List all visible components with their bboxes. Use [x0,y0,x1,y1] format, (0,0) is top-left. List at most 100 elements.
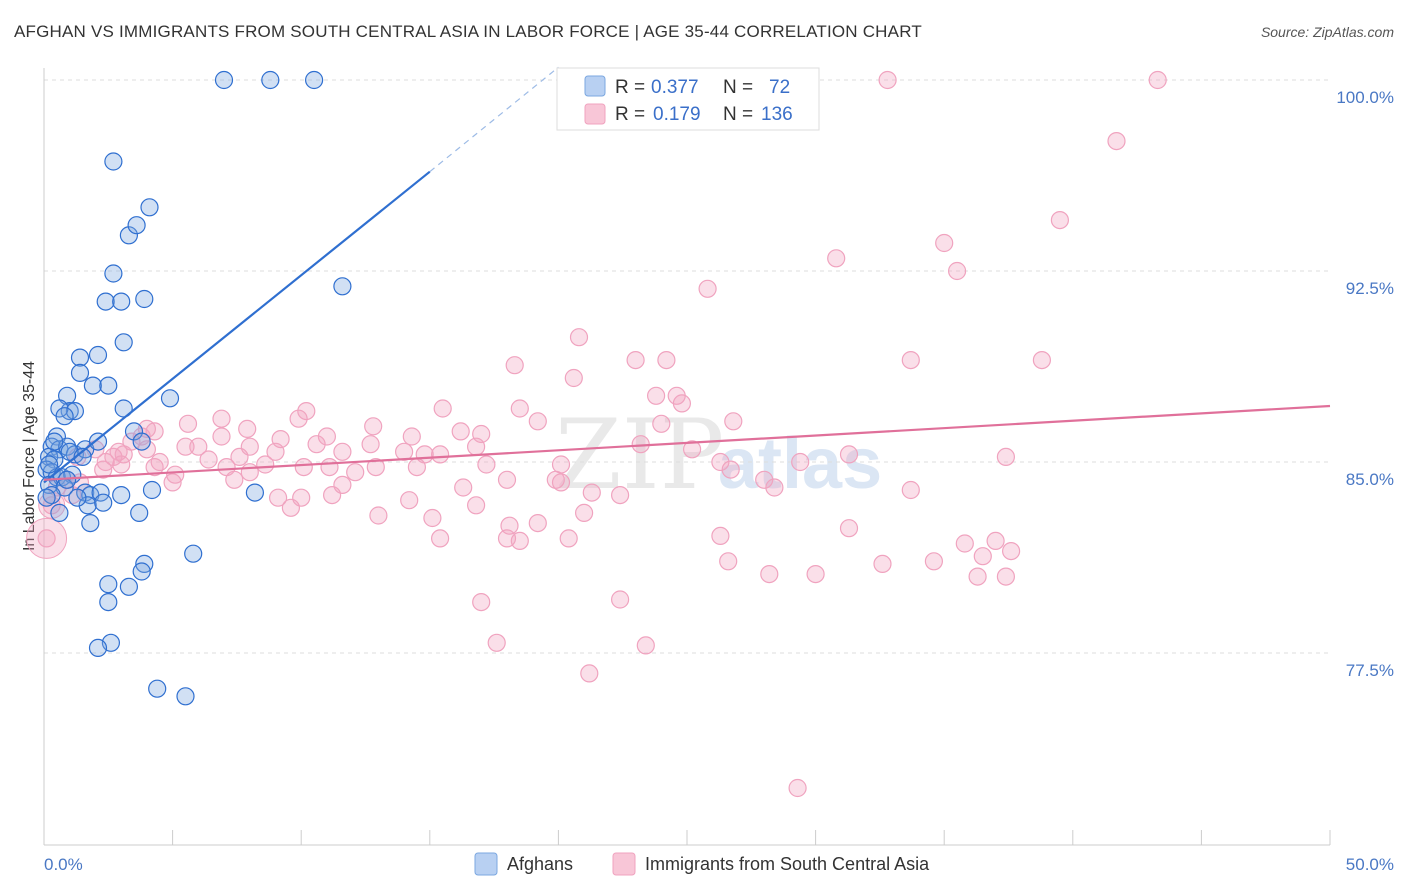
afghans-points [37,70,352,706]
data-point [145,458,164,477]
data-point [37,529,56,548]
x-tick-label-max: 50.0% [1346,855,1394,874]
data-point [1107,132,1126,151]
data-point [827,249,846,268]
data-point [45,432,64,451]
y-tick-label: 100.0% [1336,88,1394,107]
data-point [839,519,859,538]
data-point [333,442,352,461]
legend-n-label-1: N = [723,77,753,98]
data-point [431,445,450,464]
data-point [935,233,954,253]
data-point [487,633,506,652]
immigrants-trend-line [43,404,1331,481]
data-point [1050,211,1070,230]
data-point [148,679,167,698]
data-point [839,445,859,464]
data-point [37,460,56,479]
data-point [760,564,779,584]
data-point [176,437,195,456]
data-point [189,437,208,456]
trend-lines [43,66,1331,484]
data-point [1032,351,1052,370]
data-point [160,389,180,408]
data-point [652,414,671,433]
data-point [127,216,146,235]
legend-n-value-1: 72 [769,77,790,98]
immigrants-points [26,70,1167,798]
data-point [878,70,897,90]
data-point [626,351,645,370]
chart-title: AFGHAN VS IMMIGRANTS FROM SOUTH CENTRAL … [14,22,922,41]
data-point [212,409,231,428]
data-point [230,447,249,466]
data-point [178,414,198,433]
y-tick-label: 77.5% [1346,661,1394,680]
data-point [551,455,571,474]
data-point [99,376,118,395]
data-point [199,450,218,469]
y-tick-label: 85.0% [1346,470,1394,489]
data-point [112,292,131,311]
data-point [546,470,565,489]
data-point [297,402,316,421]
data-point [369,506,388,525]
data-point [472,592,491,612]
data-point [672,394,692,413]
bottom-legend-swatch-immigrants [612,852,636,876]
data-point [755,470,774,489]
data-point [364,417,383,436]
data-point [135,289,154,309]
data-point [724,412,743,431]
data-point [711,452,730,472]
data-point [433,399,452,418]
data-point [83,376,103,395]
data-point [528,513,547,533]
data-point [400,491,419,510]
x-tick-label-min: 0.0% [44,855,83,874]
legend-r-label-2: R = [615,104,645,125]
data-point [114,333,133,352]
data-point [112,486,131,505]
data-point [81,513,100,533]
data-point [68,488,87,507]
data-point [65,402,85,421]
data-point [119,577,138,596]
data-point [968,567,987,586]
data-point [307,435,326,454]
data-point [289,409,308,428]
y-tick-labels: 100.0% 92.5% 85.0% 77.5% [1336,88,1394,680]
bottom-legend-immigrants: Immigrants from South Central Asia [645,854,930,874]
data-point [657,351,676,370]
data-point [955,534,974,553]
data-point [132,432,151,451]
data-point [510,399,529,418]
data-point [261,70,280,90]
data-point [996,447,1016,466]
data-point [104,264,123,283]
data-point [873,554,892,574]
data-point [973,547,992,566]
data-point [636,636,655,655]
data-point [60,402,79,421]
legend-n-value-2: 136 [761,104,793,125]
data-point [528,412,547,431]
data-point [26,517,68,559]
legend-swatch-afghans [584,75,606,97]
data-point [698,279,717,298]
data-point [323,486,342,505]
data-point [212,427,231,446]
data-point [564,368,583,388]
afghans-trend-line [43,170,431,484]
y-axis-title: In Labor Force | Age 35-44 [21,361,38,551]
data-point [901,480,920,500]
afghans-trend-extension [429,66,559,173]
series-legend: Afghans Immigrants from South Central As… [474,852,930,876]
data-point [610,486,630,505]
data-point [281,498,300,517]
data-point [39,455,59,474]
x-ticks [43,830,1331,845]
data-point [320,458,339,477]
data-point [582,483,601,502]
